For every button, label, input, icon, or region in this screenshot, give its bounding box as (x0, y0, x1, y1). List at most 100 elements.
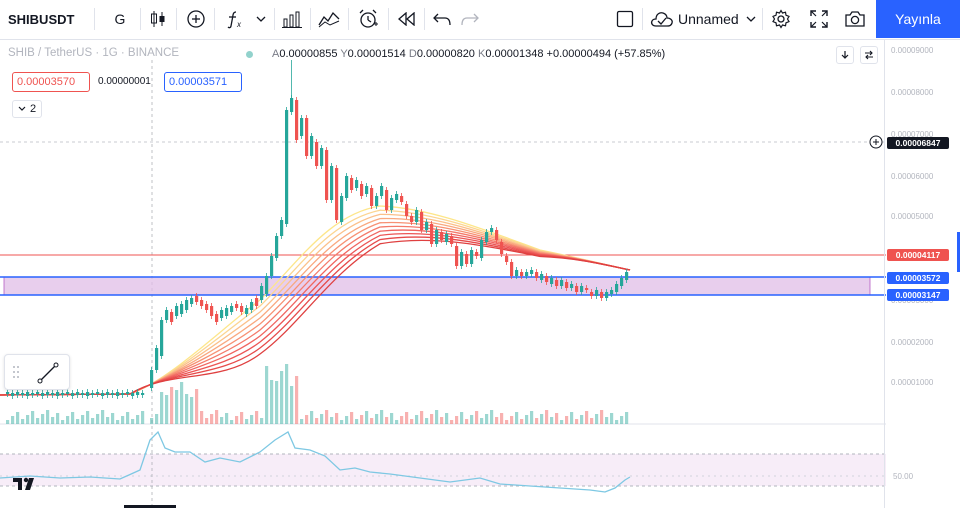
indicators-dropdown-chevron-icon[interactable] (252, 0, 270, 38)
volume-bar (620, 416, 624, 424)
candle (31, 393, 35, 395)
alert-clock-icon[interactable] (355, 0, 381, 38)
volume-bar (465, 419, 469, 424)
volume-bar (560, 420, 564, 424)
volume-bar (520, 419, 524, 424)
volume-bar (230, 420, 234, 424)
rsi-level-label: 50.00 (893, 472, 914, 481)
volume-bar (31, 411, 35, 424)
replay-icon[interactable] (394, 0, 418, 38)
candle (190, 298, 194, 304)
candle (165, 310, 169, 320)
candle (420, 212, 424, 230)
price-chart[interactable] (0, 40, 886, 508)
crosshair-price-label: 0.00006847 (887, 137, 949, 149)
cloud-save-icon[interactable] (648, 0, 676, 38)
candle (385, 190, 389, 210)
volume-bar (355, 419, 359, 424)
buy-price-button[interactable]: 0.00003571 (164, 72, 242, 92)
divider (310, 8, 311, 30)
layout-name-label[interactable]: Unnamed (678, 11, 739, 27)
candle (555, 280, 559, 286)
candle (155, 348, 159, 370)
volume-bar (485, 414, 489, 424)
financials-icon[interactable] (280, 0, 304, 38)
scale-edge-marker (957, 232, 960, 272)
candle (410, 216, 414, 222)
volume-bar (56, 413, 60, 424)
sell-price-button[interactable]: 0.00003570 (12, 72, 90, 92)
volume-bar (300, 419, 304, 424)
candle (605, 292, 609, 298)
candle (625, 272, 629, 280)
compare-add-icon[interactable] (184, 0, 208, 38)
candle (121, 393, 125, 395)
divider (274, 8, 275, 30)
price-scale[interactable]: 0.00009000 0.00008000 0.00007000 0.00006… (869, 40, 960, 508)
volume-bar (365, 411, 369, 424)
volume-bar (565, 416, 569, 424)
volume-bar (270, 380, 274, 424)
interval-button[interactable]: G (114, 11, 126, 27)
volume-bar (455, 416, 459, 424)
tradingview-logo-icon[interactable] (13, 476, 41, 492)
volume-bar (525, 415, 529, 424)
drag-handle-icon[interactable] (12, 365, 20, 384)
candle (46, 392, 50, 395)
close-key: K (478, 48, 486, 60)
volume-bar (530, 411, 534, 424)
candle (465, 254, 469, 264)
candle (355, 180, 359, 188)
volume-bar (160, 392, 164, 424)
volume-bar (141, 411, 145, 424)
candle (116, 392, 120, 396)
candle (600, 292, 604, 298)
volume-bar (116, 420, 120, 424)
compare-symbols-icon[interactable] (316, 0, 342, 38)
candle (450, 236, 454, 244)
price-line-label-red: 0.00004117 (887, 249, 949, 261)
volume-bar (550, 417, 554, 424)
undo-icon[interactable] (430, 0, 454, 38)
candle (195, 296, 199, 302)
volume-bar (6, 420, 10, 424)
volume-bar (155, 414, 159, 424)
settings-gear-icon[interactable] (768, 0, 794, 38)
trend-line-tool-icon[interactable] (37, 362, 59, 389)
candle (490, 228, 494, 232)
symbol-legend-title[interactable]: SHIB / TetherUS · 1G · BINANCE (8, 47, 180, 59)
collapse-indicators-button[interactable]: 2 (12, 100, 42, 118)
volume-bar (245, 419, 249, 424)
volume-bar (340, 420, 344, 424)
candle (131, 393, 135, 396)
volume-bar (26, 415, 30, 424)
crosshair-plus-icon[interactable] (869, 135, 883, 154)
refresh-icon[interactable] (860, 46, 878, 64)
layout-chevron-down-icon[interactable] (744, 0, 758, 38)
volume-bar (580, 415, 584, 424)
volume-bar (61, 420, 65, 424)
volume-bar (570, 412, 574, 424)
redo-icon[interactable] (458, 0, 482, 38)
volume-bar (350, 412, 354, 424)
candle (550, 278, 554, 284)
candle (200, 300, 204, 306)
volume-bar (310, 411, 314, 424)
volume-bar (600, 410, 604, 424)
symbol-search-button[interactable]: SHIBUSDT (8, 11, 75, 27)
volume-bar (240, 412, 244, 424)
candle (41, 393, 45, 396)
fullscreen-expand-icon[interactable] (806, 0, 832, 38)
volume-bar (385, 417, 389, 424)
fullscreen-frame-icon[interactable] (612, 0, 638, 38)
candle (91, 393, 95, 395)
download-arrow-icon[interactable] (836, 46, 854, 64)
candle (525, 272, 529, 276)
candle (520, 272, 524, 276)
candles-icon[interactable] (146, 0, 170, 38)
volume-bar (410, 419, 414, 424)
close-value: 0.00001348 (485, 48, 544, 60)
publish-button[interactable]: Yayınla (876, 0, 960, 38)
indicators-icon[interactable]: x (222, 0, 246, 38)
snapshot-camera-icon[interactable] (842, 0, 868, 38)
